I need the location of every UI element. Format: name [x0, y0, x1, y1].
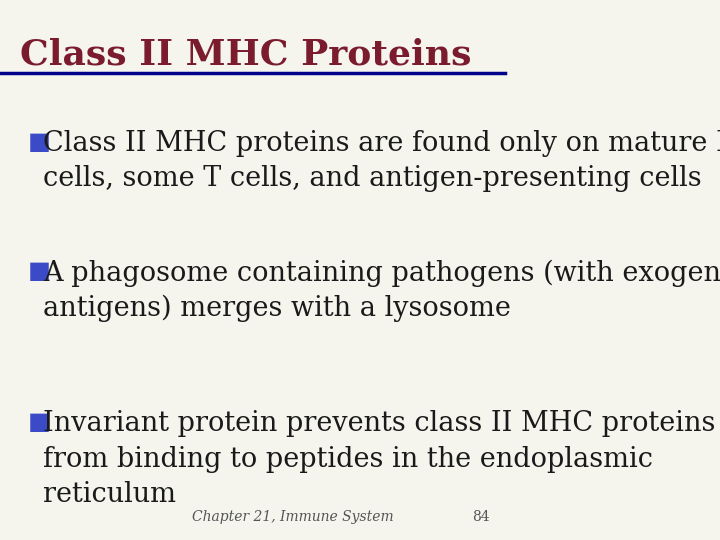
- Text: ■: ■: [28, 130, 50, 153]
- Text: Class II MHC proteins are found only on mature B
cells, some T cells, and antige: Class II MHC proteins are found only on …: [43, 130, 720, 192]
- Text: ■: ■: [28, 410, 50, 434]
- Text: 84: 84: [472, 510, 490, 524]
- Text: Invariant protein prevents class II MHC proteins
from binding to peptides in the: Invariant protein prevents class II MHC …: [43, 410, 715, 508]
- Text: Class II MHC Proteins: Class II MHC Proteins: [20, 38, 472, 72]
- Text: Chapter 21, Immune System: Chapter 21, Immune System: [192, 510, 394, 524]
- Text: ■: ■: [28, 259, 50, 283]
- Text: A phagosome containing pathogens (with exogenous
antigens) merges with a lysosom: A phagosome containing pathogens (with e…: [43, 259, 720, 322]
